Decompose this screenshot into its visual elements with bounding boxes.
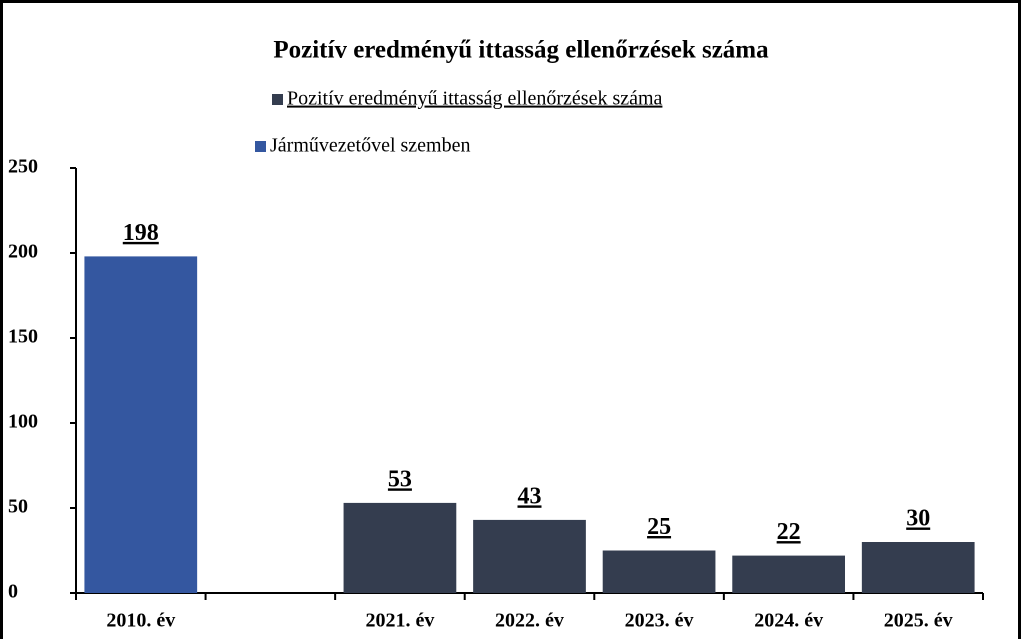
y-tick-label: 100 (8, 411, 38, 433)
data-label: 198 (123, 220, 159, 246)
data-label: 25 (647, 514, 671, 540)
chart-title: Pozitív eredményű ittasság ellenőrzések … (273, 37, 769, 64)
bar (861, 542, 975, 593)
y-tick-label: 50 (8, 496, 28, 518)
data-label: 53 (388, 466, 412, 492)
data-label: 43 (518, 483, 542, 509)
bar (84, 256, 198, 593)
x-tick-label: 2022. év (495, 610, 564, 632)
legend-swatch (255, 141, 266, 152)
data-label: 22 (777, 519, 801, 545)
x-tick-label: 2025. év (884, 610, 953, 632)
y-tick-label: 200 (8, 241, 38, 263)
x-tick-label: 2023. év (625, 610, 694, 632)
legend-swatch (272, 94, 283, 105)
x-tick-label: 2021. év (365, 610, 434, 632)
y-tick-label: 150 (8, 326, 38, 348)
y-tick-label: 0 (8, 581, 18, 603)
bar (732, 555, 846, 593)
bar (473, 519, 586, 593)
x-tick-label: 2010. év (106, 610, 175, 632)
x-tick-label: 2024. év (754, 610, 823, 632)
legend-label: Járművezetővel szemben (270, 135, 470, 157)
bar (343, 502, 457, 593)
bar (602, 550, 716, 593)
y-tick-label: 250 (8, 156, 38, 178)
data-label: 30 (906, 506, 930, 532)
legend-label: Pozitív eredményű ittasság ellenőrzések … (287, 88, 663, 110)
